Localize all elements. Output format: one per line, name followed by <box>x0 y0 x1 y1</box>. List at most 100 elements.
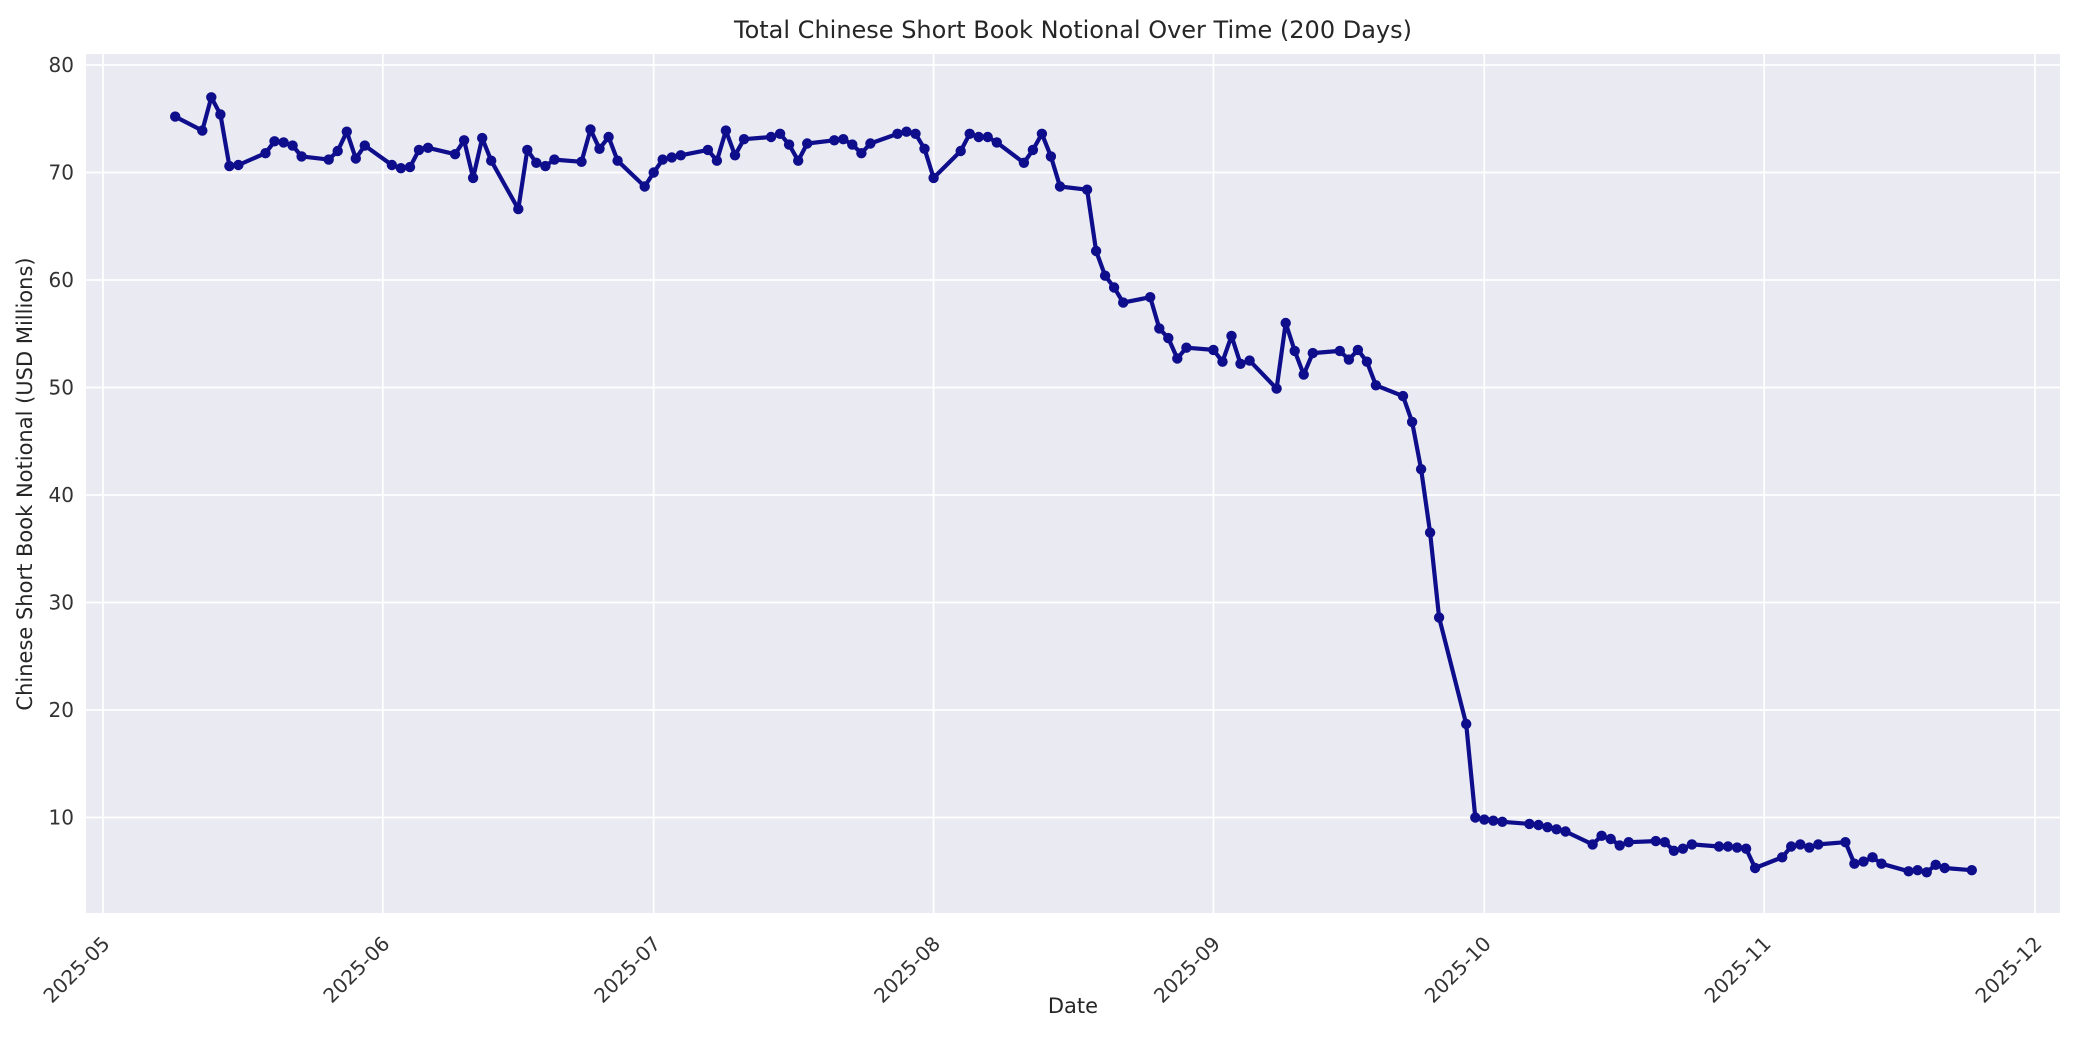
data-point <box>278 137 289 148</box>
data-point <box>1099 270 1111 281</box>
data-point <box>973 131 984 143</box>
data-point <box>1749 862 1761 874</box>
data-point <box>774 128 786 139</box>
data-point <box>1289 345 1300 357</box>
data-point <box>955 145 966 157</box>
data-point <box>1650 835 1662 847</box>
data-point <box>449 149 461 160</box>
chart-title: Total Chinese Short Book Notional Over T… <box>733 16 1412 44</box>
data-point <box>413 144 425 156</box>
data-point <box>1208 344 1219 356</box>
data-point <box>1244 355 1255 366</box>
data-point <box>802 138 813 149</box>
data-point <box>522 144 533 156</box>
data-point <box>793 155 804 166</box>
data-point <box>1713 841 1725 852</box>
data-point <box>359 140 370 151</box>
data-point <box>648 167 659 178</box>
x-tick-label: 2025-05 <box>38 932 114 1008</box>
data-point <box>1118 297 1129 308</box>
data-point <box>1524 818 1535 830</box>
data-point <box>1542 822 1553 833</box>
x-tick-label: 2025-06 <box>318 932 394 1008</box>
data-point <box>1217 356 1228 367</box>
data-point <box>1397 390 1409 402</box>
data-point <box>1081 184 1093 195</box>
series-group <box>170 92 1978 878</box>
data-point <box>838 134 849 145</box>
data-point <box>1163 332 1174 344</box>
data-point <box>1804 842 1815 853</box>
x-tick-label: 2025-08 <box>869 932 945 1008</box>
data-point <box>1876 858 1887 869</box>
data-point <box>910 128 921 139</box>
data-point <box>1777 852 1788 863</box>
data-point <box>919 143 930 154</box>
data-point <box>1587 839 1598 850</box>
data-point <box>1226 330 1237 342</box>
data-point <box>928 172 939 184</box>
data-point <box>1596 830 1607 841</box>
data-point <box>540 160 551 172</box>
data-point <box>1903 866 1914 877</box>
data-point <box>1154 323 1165 334</box>
data-point <box>576 156 587 167</box>
data-point <box>395 163 407 174</box>
data-point <box>856 148 867 159</box>
data-point <box>1235 358 1246 369</box>
data-point <box>1966 865 1978 876</box>
data-point <box>1181 342 1192 353</box>
data-point <box>1108 282 1120 293</box>
data-point <box>1722 841 1734 852</box>
data-point <box>847 139 858 150</box>
data-point <box>350 153 361 164</box>
series-line <box>173 95 1974 875</box>
data-point <box>170 111 181 122</box>
data-point <box>1912 865 1923 876</box>
data-point <box>1813 839 1824 850</box>
data-point <box>269 136 280 147</box>
data-point <box>1867 852 1878 863</box>
data-point <box>657 154 668 165</box>
data-point <box>1939 862 1950 874</box>
data-point <box>404 161 416 173</box>
data-point <box>1172 353 1183 364</box>
data-point <box>720 125 732 136</box>
x-tick-label: 2025-09 <box>1149 932 1225 1008</box>
x-tick-label: 2025-12 <box>1970 932 2046 1008</box>
data-point <box>486 155 497 166</box>
data-point <box>260 148 271 159</box>
data-point <box>458 135 470 146</box>
data-point <box>467 172 479 184</box>
data-point <box>1352 344 1364 356</box>
data-point <box>1921 867 1932 878</box>
data-point <box>1406 416 1418 428</box>
data-point <box>1054 181 1066 192</box>
data-point <box>224 160 235 172</box>
data-point <box>901 126 912 137</box>
data-point <box>1334 345 1346 357</box>
data-point <box>215 109 226 120</box>
data-point <box>296 151 307 162</box>
x-tick-label: 2025-10 <box>1420 932 1496 1008</box>
y-tick-label: 20 <box>49 698 74 722</box>
y-tick-label: 70 <box>49 161 74 185</box>
data-point <box>1343 354 1355 365</box>
data-point <box>323 154 334 165</box>
data-point <box>1551 824 1562 835</box>
data-point <box>1090 245 1102 257</box>
data-point <box>233 159 244 171</box>
data-point <box>549 154 560 165</box>
y-tick-label: 50 <box>49 376 74 400</box>
data-point <box>738 134 750 145</box>
grid <box>86 54 2060 913</box>
data-point <box>639 181 650 192</box>
data-point <box>477 132 488 144</box>
data-point <box>1786 841 1797 852</box>
data-point <box>1018 157 1030 168</box>
data-point <box>1027 144 1039 156</box>
data-point <box>1280 317 1291 329</box>
data-point <box>1488 815 1499 826</box>
y-tick-label: 80 <box>49 53 74 77</box>
data-point <box>206 92 217 103</box>
